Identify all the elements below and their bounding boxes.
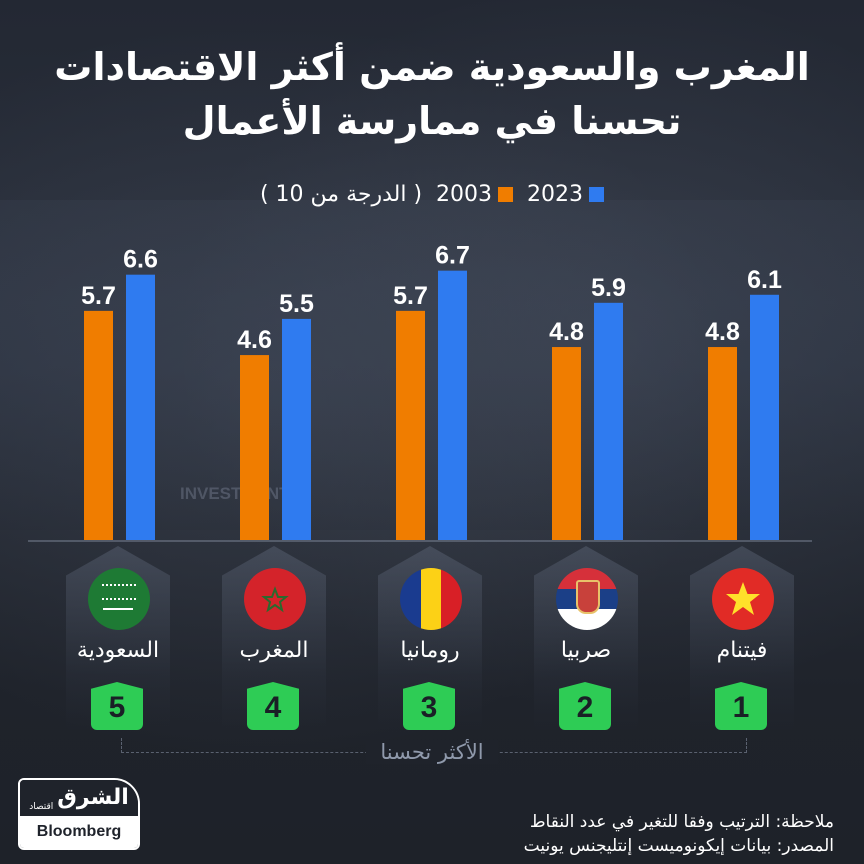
flag-morocco-icon <box>244 568 306 630</box>
bar-2003-2 <box>240 355 269 540</box>
data-label-2023-5: 6.1 <box>747 266 782 294</box>
bar-2023-1 <box>126 274 155 540</box>
bar-2023-4 <box>594 302 623 540</box>
legend-label-2003: 2003 <box>436 182 493 207</box>
country-name: المغرب <box>239 638 309 663</box>
footnotes: ملاحظة: الترتيب وفقا للتغير في عدد النقا… <box>524 810 834 858</box>
legend-label-2023: 2023 <box>527 182 584 207</box>
bar-2003-1 <box>84 310 113 540</box>
legend-swatch-2023 <box>589 187 605 202</box>
most-improved-text: الأكثر تحسنا <box>366 740 498 764</box>
data-label-2023-4: 5.9 <box>591 274 626 302</box>
logo-sub: اقتصاد <box>29 802 54 812</box>
data-label-2003-3: 5.7 <box>393 282 428 310</box>
country-name: رومانيا <box>400 638 460 663</box>
logo-brand: Bloomberg <box>20 816 138 848</box>
rank-badge: 2 <box>559 682 611 730</box>
country-card-romania: رومانيا 3 <box>378 546 482 730</box>
rank-badge: 4 <box>247 682 299 730</box>
logo-top-row: الشرق اقتصاد <box>20 780 138 816</box>
flag-serbia-icon <box>556 568 618 630</box>
rank-badge: 5 <box>91 682 143 730</box>
bar-2003-4 <box>552 347 581 540</box>
country-name: فيتنام <box>716 638 768 663</box>
country-card-morocco: المغرب 4 <box>222 546 326 730</box>
asharq-bloomberg-logo: الشرق اقتصاد Bloomberg <box>18 778 140 850</box>
country-name: السعودية <box>76 638 160 663</box>
data-label-2003-5: 4.8 <box>705 318 740 346</box>
legend-item-2003: 2003 <box>436 182 514 207</box>
logo-arabic: الشرق <box>57 785 129 810</box>
title-line-1: المغرب والسعودية ضمن أكثر الاقتصادات <box>54 45 810 89</box>
legend: 2023 2003 ( الدرجة من 10 ) <box>0 182 864 207</box>
flag-saudi-arabia-icon <box>88 568 150 630</box>
country-name: صربيا <box>560 638 612 663</box>
legend-swatch-2003 <box>498 187 514 202</box>
data-label-2003-4: 4.8 <box>549 318 584 346</box>
bar-2023-3 <box>438 270 467 540</box>
country-card-saudi-arabia: السعودية 5 <box>66 546 170 730</box>
data-label-2023-2: 5.5 <box>279 290 314 318</box>
flag-vietnam-icon <box>712 568 774 630</box>
data-label-2003-1: 5.7 <box>81 282 116 310</box>
country-card-serbia: صربيا 2 <box>534 546 638 730</box>
legend-item-2023: 2023 <box>527 182 605 207</box>
data-label-2023-3: 6.7 <box>435 242 470 270</box>
source-text: المصدر: بيانات إيكونوميست إنتليجنس يونيت <box>523 836 834 856</box>
rank-badge: 1 <box>715 682 767 730</box>
legend-unit-note: ( الدرجة من 10 ) <box>260 182 422 207</box>
chart-title: المغرب والسعودية ضمن أكثر الاقتصادات تحس… <box>0 40 864 148</box>
note-text: ملاحظة: الترتيب وفقا للتغير في عدد النقا… <box>529 812 834 832</box>
bar-2023-2 <box>282 318 311 540</box>
bar-2003-5 <box>708 347 737 540</box>
data-label-2023-1: 6.6 <box>123 246 158 274</box>
unit-note-label: ( الدرجة من 10 ) <box>259 182 423 207</box>
most-improved-label: الأكثر تحسنا <box>0 740 864 764</box>
rank-badge: 3 <box>403 682 455 730</box>
bar-2023-5 <box>750 294 779 540</box>
bars-group: 5.76.64.65.5 5.76.74.85.94.86.1 <box>81 242 782 540</box>
flag-romania-icon <box>400 568 462 630</box>
title-line-2: تحسنا في ممارسة الأعمال <box>182 99 682 143</box>
data-label-2003-2: 4.6 <box>237 326 272 354</box>
country-card-vietnam: فيتنام 1 <box>690 546 794 730</box>
bar-2003-3 <box>396 310 425 540</box>
